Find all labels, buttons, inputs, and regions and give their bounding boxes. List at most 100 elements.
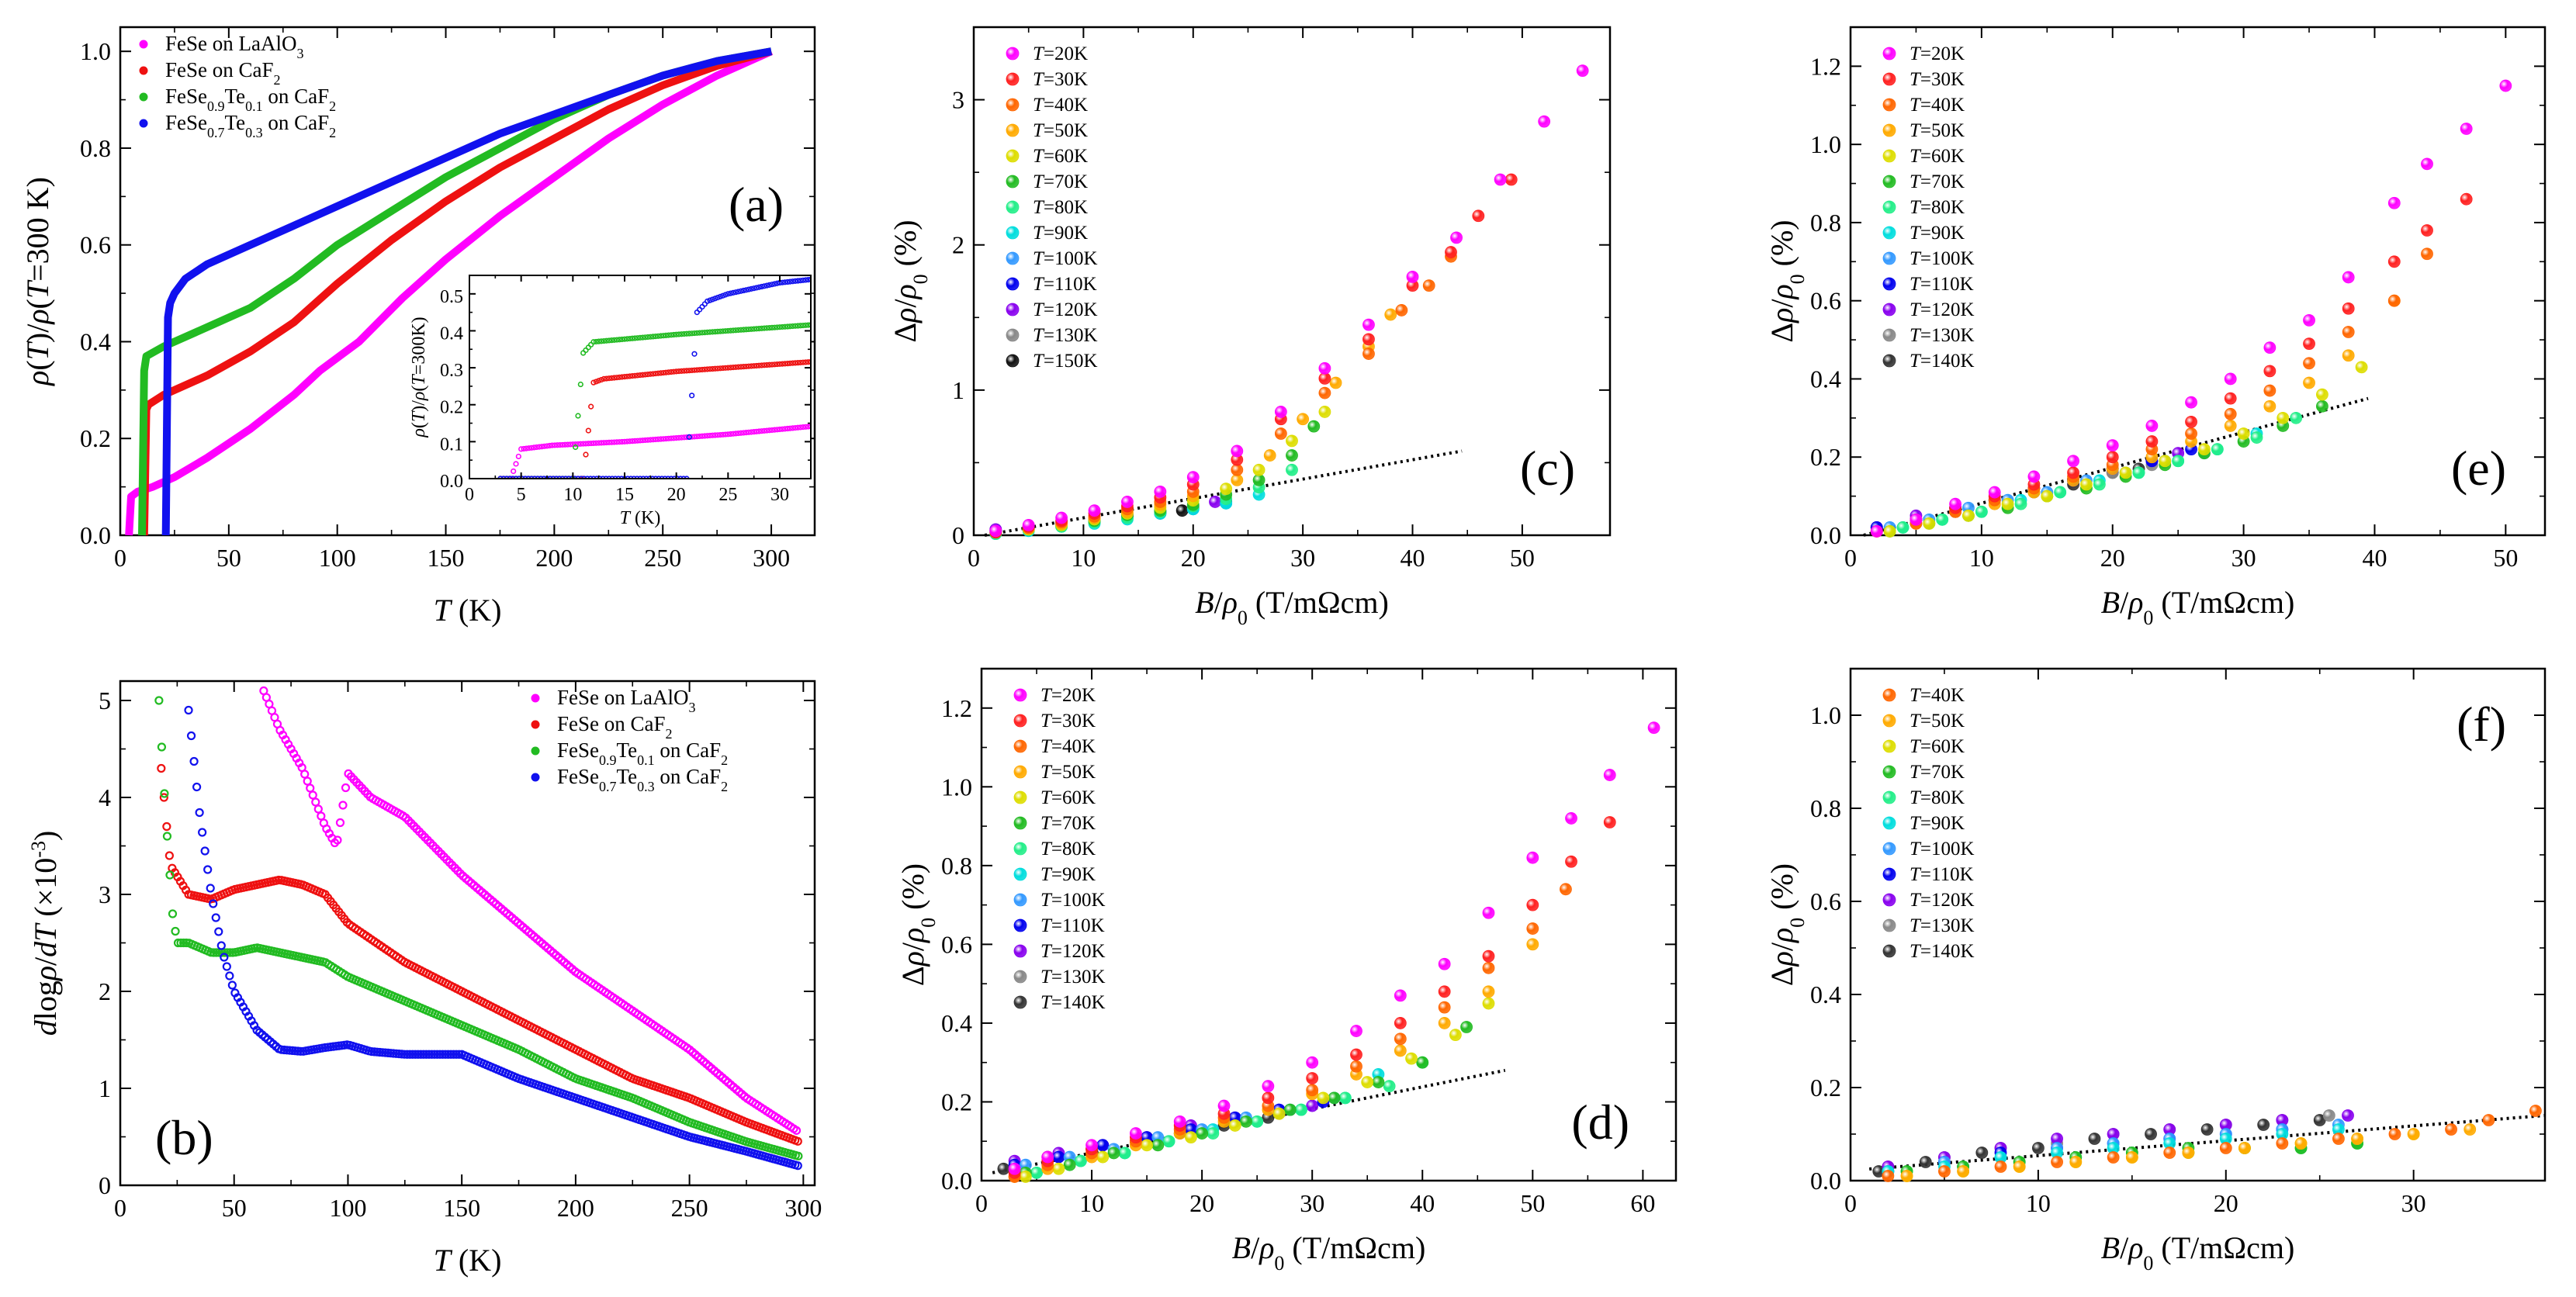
legend-label: FeSe on CaF2: [557, 712, 673, 742]
data-point: [1317, 1091, 1330, 1105]
inset-point: [642, 334, 649, 341]
inset-point: [600, 476, 606, 479]
data-point: [1603, 816, 1616, 828]
inset-point: [767, 361, 773, 368]
data-point: [2316, 388, 2328, 401]
y-tick-label: 0.3: [440, 361, 463, 381]
x-tick-label: 50: [1510, 544, 1535, 572]
legend: T=20K T=30K T=40K T=50K T=60K T=70K T=80K T=90K…: [1013, 685, 1106, 1013]
y-tick-label: 0.8: [1810, 794, 1841, 822]
data-point: [1372, 1076, 1385, 1088]
inset-y-axis-title: ρ(T)/ρ(T=300K): [409, 316, 429, 438]
legend-label: T=20K: [1040, 685, 1096, 706]
inset-point: [769, 282, 775, 288]
inset-point: [790, 425, 796, 431]
y-tick-label: 0.4: [1810, 981, 1841, 1008]
inset-point: [504, 476, 510, 479]
data-point: [1055, 511, 1068, 524]
data-point: [1445, 246, 1457, 258]
legend-marker: [1006, 98, 1020, 112]
inset-point: [709, 365, 715, 372]
inset-point: [771, 324, 777, 330]
y-tick-label: 0.4: [941, 1009, 972, 1037]
x-tick-label: 20: [2100, 544, 2125, 572]
legend-label: T=90K: [1909, 813, 1965, 834]
inset-point: [557, 442, 563, 448]
panel-label: (d): [1571, 1095, 1629, 1150]
data-point: [198, 828, 207, 837]
inset-point: [573, 441, 579, 448]
inset-point: [684, 368, 690, 374]
legend-marker: [1882, 328, 1896, 342]
legend-marker: [1013, 970, 1027, 984]
series-T=70K: [1883, 399, 2328, 538]
inset-point: [678, 368, 684, 374]
data-point: [1405, 1052, 1418, 1065]
inset-point: [738, 288, 744, 294]
inset-point: [550, 476, 556, 479]
data-point: [1362, 348, 1375, 360]
inset-point: [720, 365, 726, 372]
inset-point: [722, 365, 729, 371]
inset-point: [699, 366, 705, 373]
inset-point: [728, 365, 734, 371]
legend-marker: [1882, 175, 1896, 188]
y-tick-label: 0.2: [1810, 1074, 1841, 1102]
legend-marker: [1882, 72, 1896, 86]
data-point: [1350, 1048, 1362, 1061]
inset-point: [660, 369, 667, 376]
data-point: [2263, 384, 2277, 397]
data-point: [1063, 1158, 1076, 1171]
inset-point: [588, 440, 594, 447]
data-point: [2107, 1151, 2120, 1164]
panel-label: (c): [1520, 441, 1575, 496]
data-point: [1350, 1060, 1362, 1073]
inset-point: [712, 432, 718, 438]
data-point: [178, 938, 189, 948]
y-tick-label: 0.6: [80, 231, 111, 259]
data-point: [165, 870, 175, 880]
legend-marker: [1013, 918, 1027, 932]
inset-point: [681, 330, 687, 337]
legend-marker: [1882, 765, 1896, 779]
plot-frame: [980, 667, 1678, 1182]
data-point: [1274, 406, 1287, 418]
legend-label: T=80K: [1909, 197, 1965, 218]
inset-point: [655, 436, 661, 442]
data-point: [162, 832, 172, 841]
data-point: [1957, 1165, 1970, 1178]
legend-marker: [1882, 739, 1896, 753]
series-1: [125, 47, 774, 536]
inset-point: [507, 476, 513, 479]
inset-point: [759, 362, 765, 368]
data-point: [1406, 270, 1419, 283]
legend-marker: [1006, 226, 1020, 240]
inset-point: [761, 427, 767, 434]
inset-point: [671, 476, 677, 479]
inset-point: [631, 476, 637, 479]
data-point: [416, 1050, 425, 1059]
legend-marker: [1882, 944, 1896, 958]
inset-x-axis-title: T (K): [620, 508, 661, 528]
inset-point: [738, 327, 744, 333]
inset-point: [603, 476, 609, 479]
inset-point: [676, 331, 682, 337]
inset-point: [722, 328, 729, 334]
y-tick-label: 0.1: [440, 434, 463, 455]
data-point: [1231, 444, 1244, 458]
legend-marker: [1882, 354, 1896, 368]
inset-point: [782, 279, 788, 285]
data-point: [1383, 1080, 1396, 1093]
data-point: [1394, 1032, 1407, 1046]
legend-marker: [531, 746, 540, 756]
inset-point: [743, 363, 750, 370]
inset-point: [590, 339, 597, 345]
data-point: [2407, 1128, 2420, 1140]
inset-point: [707, 329, 713, 335]
data-point: [184, 705, 193, 715]
data-point: [189, 756, 199, 766]
legend-label: FeSe on LaAlO3: [557, 686, 695, 715]
data-point: [2342, 349, 2355, 362]
inset-point: [565, 441, 571, 448]
legend-label: FeSe on CaF2: [165, 58, 281, 88]
